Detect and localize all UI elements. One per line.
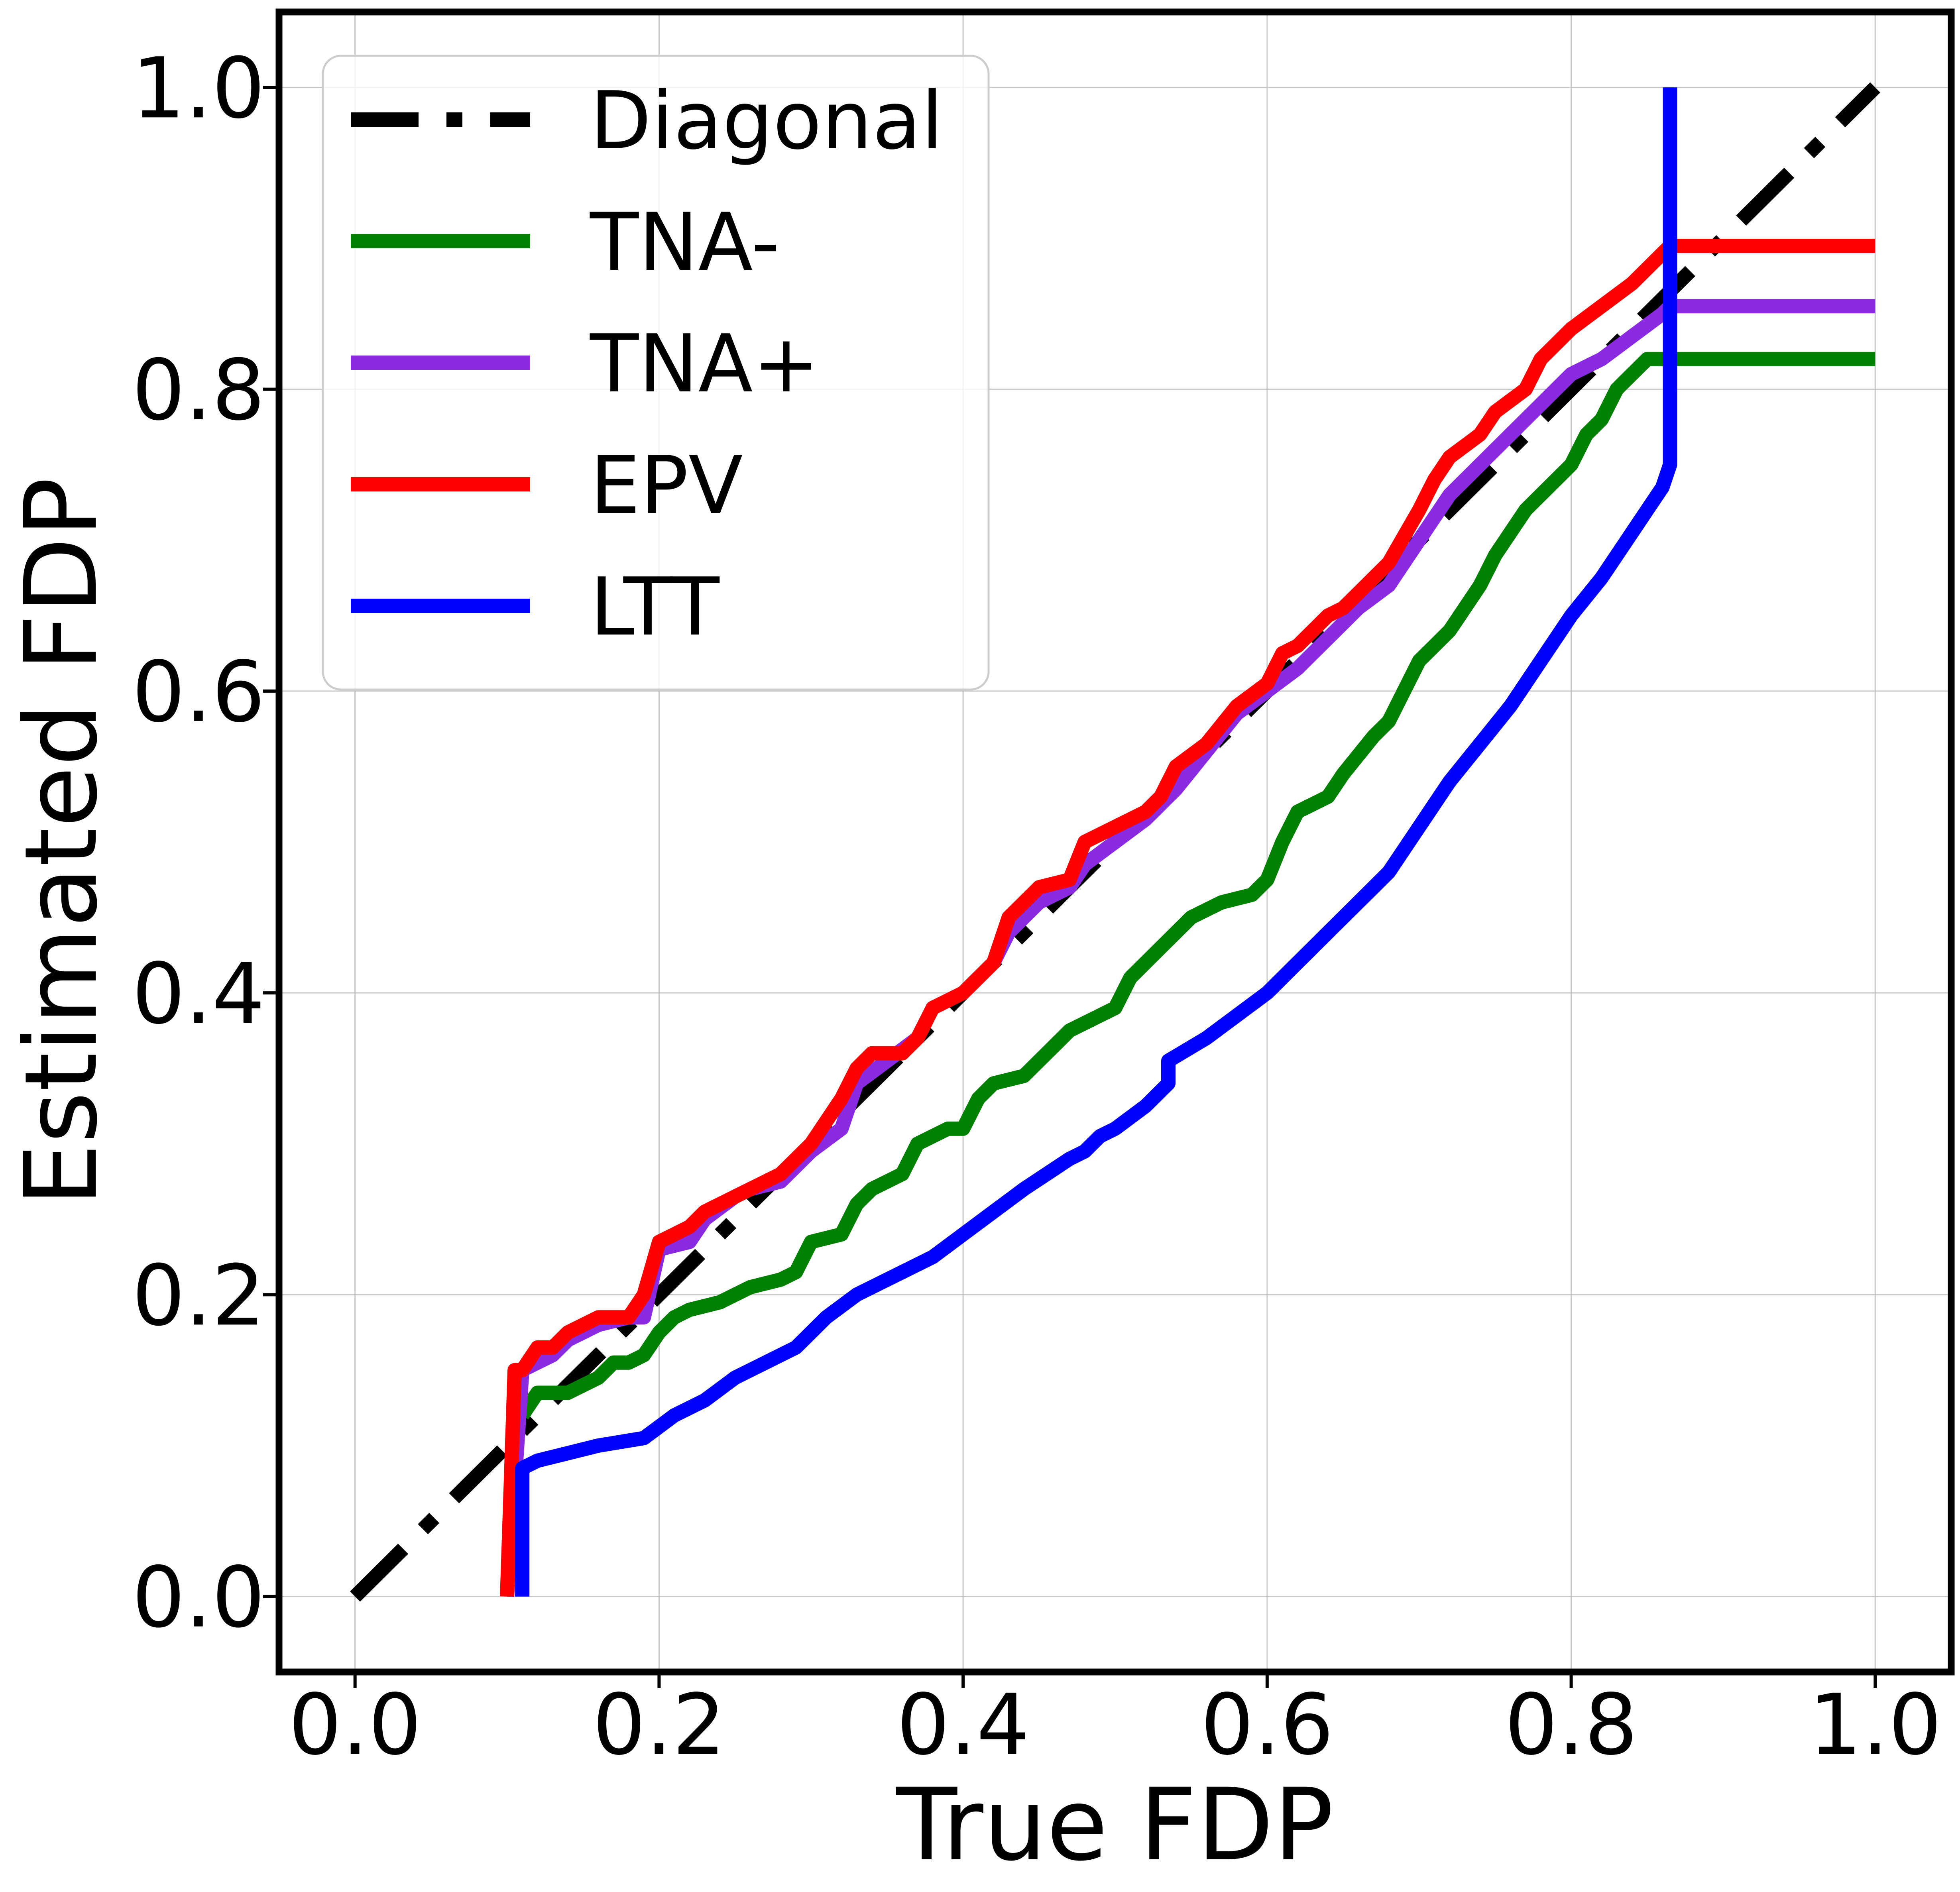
legend-entries: Diagonal TNA- TNA+ EPV LTT: [351, 75, 943, 654]
plot-frame: [275, 8, 1955, 1676]
legend-box: [322, 55, 990, 691]
y-tick-label-2: 0.4: [132, 945, 265, 1043]
y-tick-label-5: 1.0: [132, 39, 265, 137]
x-tick-label-3: 0.6: [1201, 1676, 1334, 1774]
series-line-epv: [500, 238, 1875, 1597]
legend-label-epv: EPV: [590, 439, 743, 532]
x-tick-label-0: 0.0: [289, 1676, 422, 1774]
x-axis-label: True FDP: [896, 1767, 1334, 1883]
y-axis-label: Estimated FDP: [3, 477, 119, 1206]
x-axis-ticks: 0.0 0.2 0.4 0.6 0.8 1.0: [289, 1675, 1942, 1774]
x-tick-label-5: 1.0: [1809, 1676, 1942, 1774]
y-tick-label-0: 0.0: [132, 1549, 265, 1646]
y-tick-label-3: 0.6: [132, 643, 265, 741]
series-group: [350, 82, 1880, 1602]
y-tick-label-4: 0.8: [132, 342, 265, 439]
legend-label-diagonal: Diagonal: [590, 75, 943, 167]
legend-label-tna-plus: TNA+: [590, 318, 820, 411]
legend-label-tna-minus: TNA-: [590, 196, 780, 289]
series-line-tna-minus: [516, 352, 1875, 1420]
x-tick-label-2: 0.4: [896, 1676, 1030, 1774]
x-tick-label-1: 0.2: [592, 1676, 725, 1774]
series-line-ltt: [515, 87, 1677, 1597]
x-tick-label-4: 0.8: [1505, 1676, 1638, 1774]
y-tick-label-1: 0.2: [132, 1247, 265, 1344]
y-axis-ticks: 0.0 0.2 0.4 0.6 0.8 1.0: [132, 39, 276, 1646]
legend: Diagonal TNA- TNA+ EPV LTT: [322, 55, 990, 691]
legend-label-ltt: LTT: [590, 561, 720, 654]
